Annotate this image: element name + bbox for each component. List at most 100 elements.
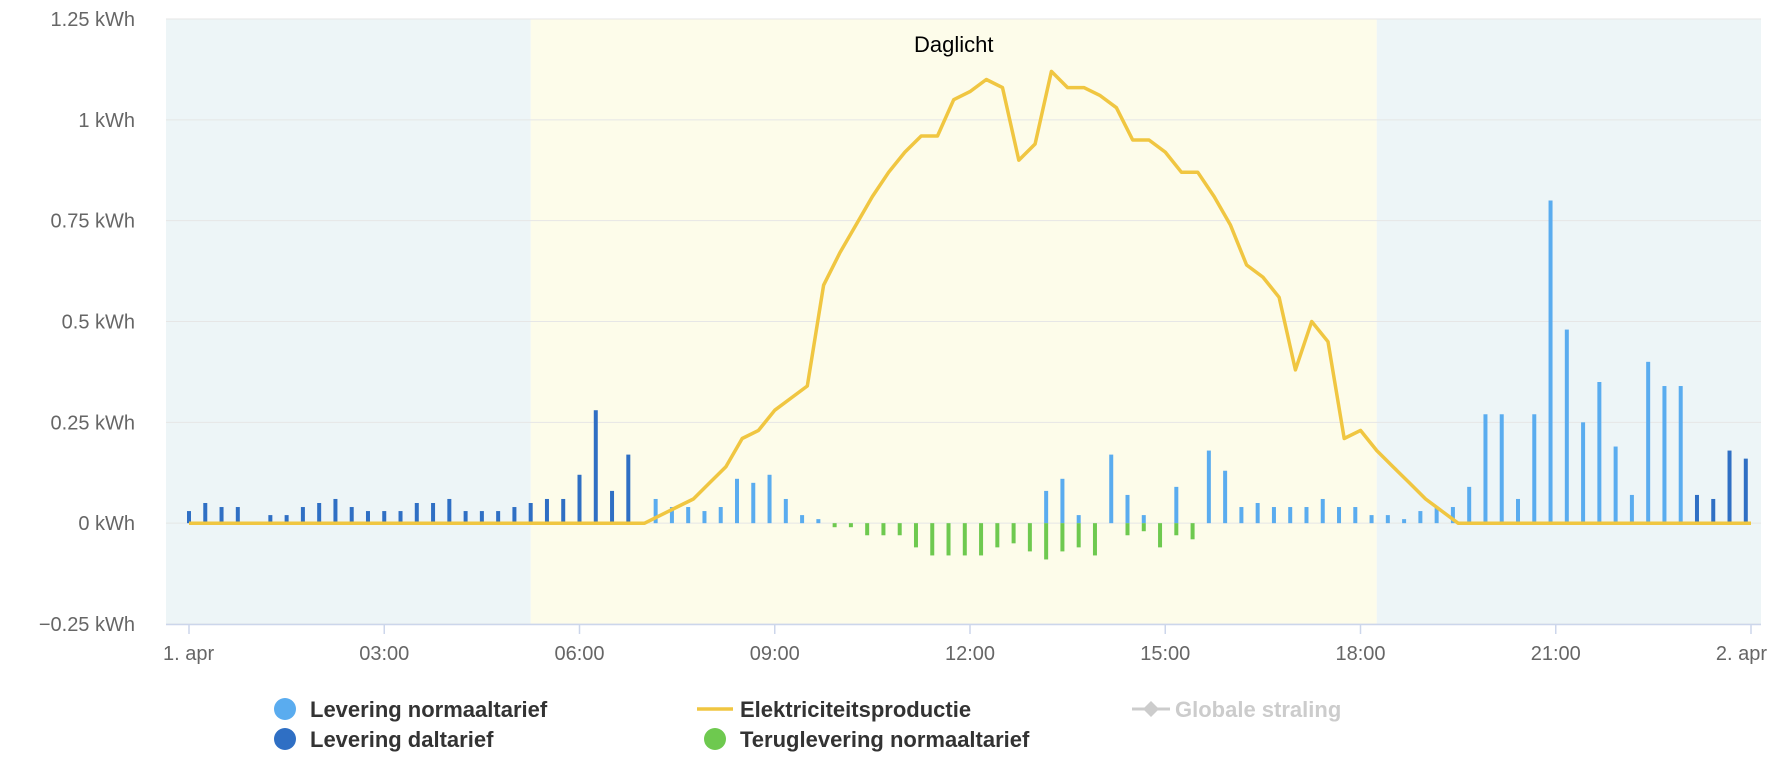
x-tick-label: 09:00 xyxy=(750,643,800,665)
bar xyxy=(1109,454,1114,524)
bar xyxy=(1727,450,1732,524)
bar xyxy=(1027,523,1032,552)
bar xyxy=(187,511,191,524)
bar xyxy=(577,474,582,524)
bar xyxy=(431,503,436,524)
legend-item[interactable]: Elektriciteitsproductie xyxy=(697,697,971,722)
bar xyxy=(881,523,886,536)
bar xyxy=(268,515,273,524)
bar xyxy=(962,523,967,556)
bar xyxy=(1125,523,1130,536)
y-tick-label: −0.25 kWh xyxy=(39,614,135,636)
bar xyxy=(1206,450,1211,524)
y-tick-label: 1 kWh xyxy=(78,110,135,132)
y-tick-label: 0.25 kWh xyxy=(51,412,135,434)
legend-item[interactable]: Globale straling xyxy=(1132,697,1341,722)
bar xyxy=(610,490,615,524)
bar xyxy=(1239,507,1244,524)
plot-band-label: Daglicht xyxy=(914,32,993,57)
x-tick-label: 06:00 xyxy=(554,643,604,665)
bar xyxy=(1141,515,1146,524)
bar xyxy=(1613,446,1618,524)
bar xyxy=(398,511,403,524)
bar xyxy=(365,511,370,524)
bar xyxy=(349,507,354,524)
bar-series xyxy=(187,410,1748,524)
legend-marker-diamond xyxy=(1143,701,1159,717)
bar xyxy=(1532,414,1537,524)
y-tick-label: 0.75 kWh xyxy=(51,211,135,233)
bar xyxy=(1662,386,1667,524)
bar xyxy=(235,507,240,524)
bar xyxy=(913,523,918,548)
bar xyxy=(317,503,322,524)
bar xyxy=(995,523,1000,548)
bar xyxy=(561,498,566,524)
bar xyxy=(1141,523,1146,532)
axes xyxy=(166,623,1761,634)
bar xyxy=(284,515,289,524)
legend-label: Levering daltarief xyxy=(310,727,494,752)
bar xyxy=(1467,486,1472,524)
bar xyxy=(1597,382,1602,524)
bar xyxy=(1694,494,1699,524)
bar xyxy=(1385,515,1390,524)
legend-item[interactable]: Levering daltarief xyxy=(274,727,494,752)
bar xyxy=(865,523,870,536)
bar xyxy=(414,503,419,524)
bar xyxy=(219,507,224,524)
bar xyxy=(1678,386,1683,524)
bar xyxy=(735,478,740,524)
series-layer xyxy=(187,69,1751,560)
bar xyxy=(832,523,837,528)
bar xyxy=(1499,414,1504,524)
x-axis-labels: 1. apr 03:00 06:00 09:00 12:00 15:00 18:00 21:0… xyxy=(163,643,1767,665)
bar xyxy=(1516,498,1521,524)
bar xyxy=(512,507,517,524)
legend-item[interactable]: Levering normaaltarief xyxy=(274,697,548,722)
bar xyxy=(1174,486,1179,524)
x-tick-label: 1. apr xyxy=(163,643,214,665)
y-tick-label: 0 kWh xyxy=(78,513,135,535)
legend: Levering normaaltarief Levering daltarief… xyxy=(274,697,1341,752)
bar-series xyxy=(653,200,1683,524)
bar xyxy=(544,498,549,524)
bar xyxy=(593,410,598,524)
legend-marker xyxy=(274,728,296,750)
x-tick-label: 12:00 xyxy=(945,643,995,665)
bar xyxy=(1483,414,1488,524)
bar xyxy=(1060,478,1065,524)
bar xyxy=(897,523,902,536)
bar xyxy=(1060,523,1065,552)
bar xyxy=(930,523,935,556)
bar xyxy=(1190,523,1195,540)
bar xyxy=(1320,498,1325,524)
bar xyxy=(1564,329,1569,524)
bar xyxy=(1092,523,1097,556)
bar xyxy=(1402,519,1407,524)
bar xyxy=(1581,422,1586,524)
bar-series xyxy=(832,523,1195,560)
legend-marker xyxy=(704,728,726,750)
bar xyxy=(702,511,707,524)
bar xyxy=(496,511,501,524)
x-tick-label: 21:00 xyxy=(1531,643,1581,665)
legend-label: Teruglevering normaaltarief xyxy=(740,727,1030,752)
bar xyxy=(1629,494,1634,524)
bar xyxy=(1044,490,1049,524)
bar xyxy=(767,474,772,524)
legend-item[interactable]: Teruglevering normaaltarief xyxy=(704,727,1030,752)
bar xyxy=(1174,523,1179,536)
bar xyxy=(1255,503,1260,524)
y-tick-label: 1.25 kWh xyxy=(51,9,135,31)
bar xyxy=(1369,515,1374,524)
bar xyxy=(382,511,387,524)
y-axis-labels: −0.25 kWh 0 kWh 0.25 kWh 0.5 kWh 0.75 kWh 1 k… xyxy=(39,9,135,636)
bar xyxy=(203,503,208,524)
bar xyxy=(1011,523,1016,544)
line-series xyxy=(189,69,1751,525)
bar xyxy=(1125,494,1130,524)
bar xyxy=(1271,507,1276,524)
bar xyxy=(1353,507,1358,524)
bar xyxy=(1646,361,1651,524)
